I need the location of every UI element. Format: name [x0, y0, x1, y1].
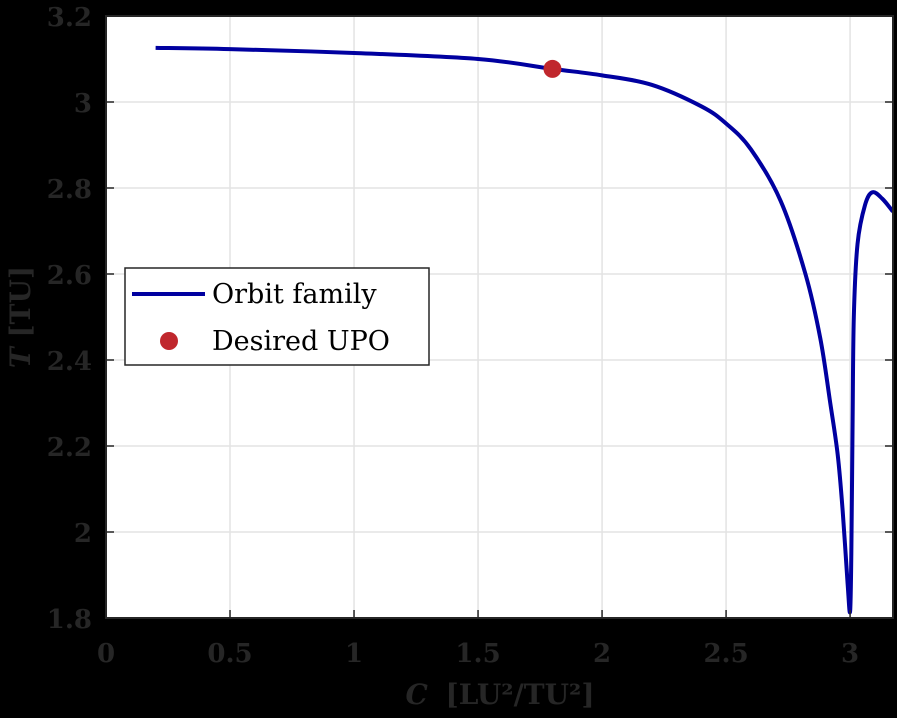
- x-tick-label: 0.5: [207, 639, 252, 669]
- x-tick-label: 1: [345, 639, 363, 669]
- y-tick-label: 2.8: [47, 175, 92, 205]
- data-layer: [155, 45, 893, 615]
- y-tick-label: 1.8: [47, 605, 92, 635]
- x-tick-label: 2: [593, 639, 611, 669]
- x-tick-label: 3: [841, 639, 859, 669]
- x-tick-label: 2.5: [703, 639, 748, 669]
- legend-item-desired-upo: Desired UPO: [212, 326, 390, 357]
- x-axis-label: C [LU²/TU²]: [405, 678, 594, 711]
- y-tick-label: 2: [74, 519, 92, 549]
- y-tick-label: 2.6: [47, 261, 92, 291]
- y-tick-label: 2.2: [47, 433, 92, 463]
- y-axis-label: T [TU]: [4, 266, 37, 368]
- plot-frame: [105, 15, 894, 619]
- y-tick-label: 3: [74, 89, 92, 119]
- x-tick-label: 0: [97, 639, 115, 669]
- legend-item-orbit-family: Orbit family: [212, 279, 377, 310]
- y-tick-label: 2.4: [47, 347, 92, 377]
- legend[interactable]: Orbit family Desired UPO: [124, 267, 430, 366]
- orbit-family-curve: [155, 45, 893, 615]
- ticks: [105, 15, 893, 619]
- y-tick-label: 3.2: [47, 3, 92, 33]
- desired-upo-marker: [543, 59, 562, 78]
- x-tick-label: 1.5: [455, 639, 500, 669]
- legend-marker-icon: [160, 332, 178, 350]
- tick-labels: 0 0.5 1 1.5 2 2.5 3 1.8 2 2.2 2.4 2.6 2.8 3 3.2: [47, 3, 859, 669]
- legend-box: [124, 267, 430, 366]
